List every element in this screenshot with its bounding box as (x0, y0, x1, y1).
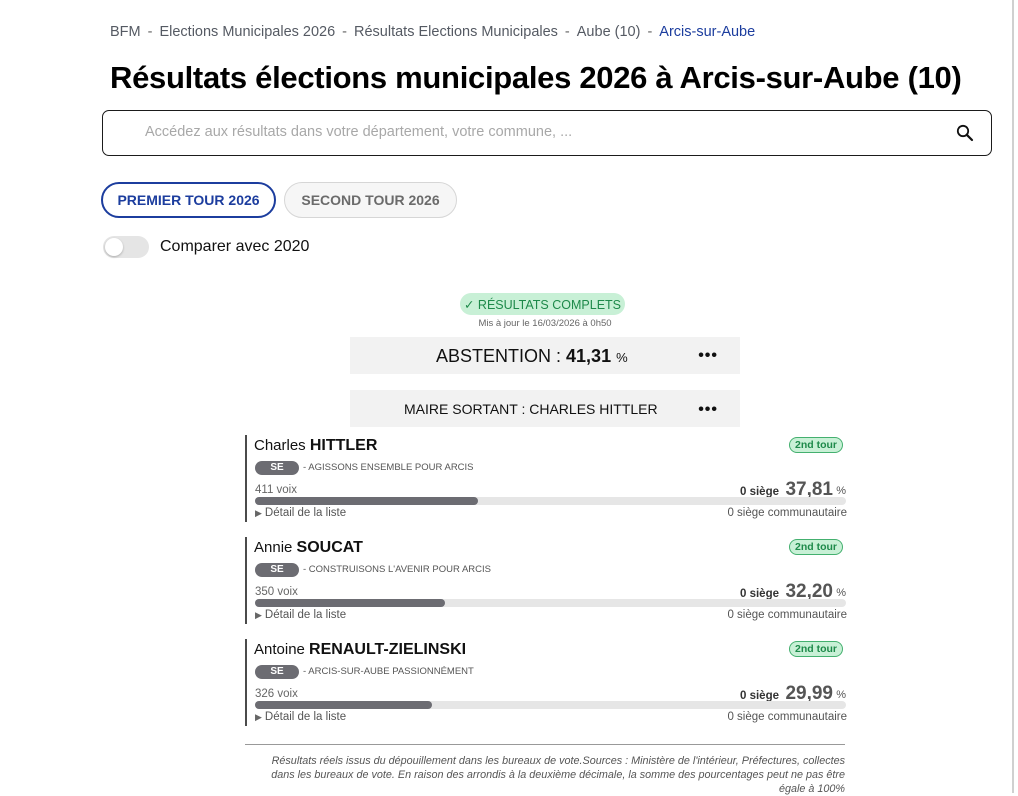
seats-count: 0 siège (740, 486, 779, 498)
footnote: Résultats réels issus du dépouillement d… (271, 755, 845, 795)
compare-toggle-label: Comparer avec 2020 (160, 238, 310, 255)
second-round-badge: 2nd tour (789, 539, 843, 555)
breadcrumb-aube[interactable]: Aube (10) (576, 24, 641, 40)
breadcrumb-bfm[interactable]: BFM (110, 24, 141, 40)
abstention-value: 41,31 (566, 346, 612, 366)
breadcrumb-elections[interactable]: Elections Municipales 2026 (159, 24, 336, 40)
list-name: - ARCIS-SUR-AUBE PASSIONNÉMENT (303, 666, 474, 677)
breadcrumb-separator: - (647, 24, 653, 40)
tab-second-tour[interactable]: SECOND TOUR 2026 (284, 182, 457, 218)
abstention-unit: % (616, 350, 628, 365)
outgoing-mayor-panel[interactable]: MAIRE SORTANT : CHARLES HITTLER ••• (350, 390, 740, 427)
candidate-last-name: SOUCAT (296, 539, 363, 556)
score-unit: % (836, 689, 846, 701)
list-detail-label: Détail de la liste (264, 609, 347, 621)
candidate-name: Antoine RENAULT-ZIELINSKI (254, 641, 466, 659)
search-input[interactable] (143, 123, 937, 141)
tab-premier-tour[interactable]: PREMIER TOUR 2026 (101, 182, 276, 218)
community-seats: 0 siège communautaire (727, 711, 847, 723)
votes-count: 326 voix (255, 688, 298, 700)
score-value: 29,99 (785, 683, 833, 704)
candidate-first-name: Charles (254, 437, 306, 454)
breadcrumb-arcis[interactable]: Arcis-sur-Aube (659, 24, 756, 40)
candidate-card: Antoine RENAULT-ZIELINSKI 2nd tour SE - … (245, 639, 847, 726)
second-round-badge: 2nd tour (789, 641, 843, 657)
votes-count: 350 voix (255, 586, 298, 598)
score-bar (255, 701, 846, 709)
outgoing-mayor-label: MAIRE SORTANT : CHARLES HITTLER (404, 401, 658, 417)
updated-timestamp: Mis à jour le 16/03/2026 à 0h50 (478, 318, 612, 329)
score-value: 32,20 (785, 581, 833, 602)
list-name: - AGISSONS ENSEMBLE POUR ARCIS (303, 462, 474, 473)
list-detail-link[interactable]: ▶ Détail de la liste (255, 711, 346, 723)
expand-triangle-icon: ▶ (255, 712, 262, 722)
candidate-name: Annie SOUCAT (254, 539, 363, 557)
more-icon[interactable]: ••• (698, 401, 718, 418)
votes-count: 411 voix (255, 484, 297, 496)
candidate-name: Charles HITTLER (254, 437, 377, 455)
abstention-panel[interactable]: ABSTENTION : 41,31 % ••• (350, 337, 740, 374)
candidate-card: Annie SOUCAT 2nd tour SE - CONSTRUISONS … (245, 537, 847, 624)
list-detail-link[interactable]: ▶ Détail de la liste (255, 609, 346, 621)
page-title: Résultats élections municipales 2026 à A… (110, 60, 962, 95)
expand-triangle-icon: ▶ (255, 610, 262, 620)
footnote-divider (245, 744, 845, 745)
candidate-first-name: Antoine (254, 641, 305, 658)
breadcrumb-separator: - (147, 24, 153, 40)
candidate-card: Charles HITTLER 2nd tour SE - AGISSONS E… (245, 435, 847, 522)
candidate-last-name: HITTLER (309, 437, 378, 454)
score-unit: % (836, 587, 846, 599)
breadcrumb: BFM - Elections Municipales 2026- Résultats… (110, 24, 755, 40)
candidate-last-name: RENAULT-ZIELINSKI (309, 641, 467, 658)
abstention-text: ABSTENTION : (436, 346, 567, 366)
second-round-badge: 2nd tour (789, 437, 843, 453)
abstention-label: ABSTENTION : 41,31 % (436, 346, 628, 367)
seats-count: 0 siège (740, 588, 779, 600)
breadcrumb-separator: - (342, 24, 348, 40)
breadcrumb-separator: - (564, 24, 570, 40)
expand-triangle-icon: ▶ (255, 508, 262, 518)
community-seats: 0 siège communautaire (727, 609, 847, 621)
party-badge: SE (255, 461, 299, 475)
breadcrumb-resultats[interactable]: Résultats Elections Municipales (354, 24, 558, 40)
party-badge: SE (255, 665, 299, 679)
compare-toggle[interactable] (103, 236, 149, 258)
list-detail-link[interactable]: ▶ Détail de la liste (255, 507, 346, 519)
list-detail-label: Détail de la liste (264, 711, 347, 723)
score-bar (255, 497, 846, 505)
party-badge: SE (255, 563, 299, 577)
score-bar-fill (255, 497, 479, 505)
list-detail-label: Détail de la liste (264, 507, 347, 519)
score-bar-fill (255, 701, 433, 709)
community-seats: 0 siège communautaire (727, 507, 847, 519)
search-icon[interactable] (955, 123, 975, 143)
seats-count: 0 siège (740, 690, 779, 702)
score-bar (255, 599, 846, 607)
status-badge: ✓ RÉSULTATS COMPLETS (460, 293, 625, 315)
more-icon[interactable]: ••• (698, 347, 718, 364)
score-unit: % (836, 485, 846, 497)
score-value: 37,81 (785, 479, 833, 500)
toggle-knob (105, 238, 123, 256)
search-box[interactable] (102, 110, 992, 156)
list-name: - CONSTRUISONS L'AVENIR POUR ARCIS (303, 564, 491, 575)
candidate-first-name: Annie (254, 539, 293, 556)
score-bar-fill (255, 599, 446, 607)
